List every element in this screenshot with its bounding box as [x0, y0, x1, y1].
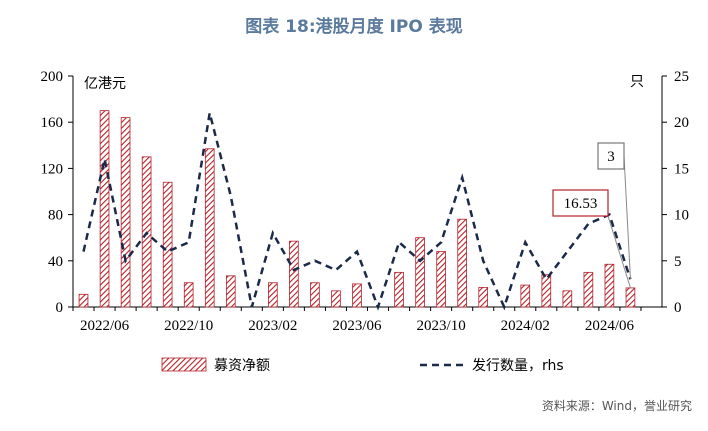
- bar: [457, 218, 467, 308]
- left-tick-label: 0: [56, 300, 64, 316]
- legend-bar-swatch: [161, 357, 207, 372]
- left-axis-unit: 亿港元: [84, 76, 126, 92]
- bar: [289, 240, 299, 308]
- chart-title: 图表 18:港股月度 IPO 表现: [245, 16, 462, 37]
- bar: [352, 283, 362, 308]
- x-tick-label: 2023/10: [417, 318, 466, 334]
- bar: [225, 275, 236, 308]
- x-tick-label: 2024/06: [585, 318, 635, 334]
- annotation-leader: [623, 155, 631, 280]
- left-tick-label: 80: [48, 208, 63, 224]
- left-tick-label: 200: [41, 69, 64, 85]
- legend-bar-label: 募资净额: [214, 358, 270, 374]
- line-series: [82, 112, 632, 311]
- right-tick-label: 25: [674, 69, 689, 85]
- annotations: 316.53: [552, 142, 631, 289]
- bar: [78, 293, 89, 308]
- legend: 募资净额 发行数量，rhs: [161, 357, 564, 374]
- bar-series: [78, 110, 636, 308]
- annotation-count-text: 3: [607, 149, 615, 165]
- bar: [204, 148, 215, 308]
- x-tick-label: 2023/02: [248, 318, 297, 334]
- x-tick-label: 2024/02: [501, 318, 550, 334]
- right-tick-label: 5: [674, 254, 682, 270]
- count-line: [82, 112, 632, 311]
- bar: [120, 117, 131, 308]
- bar: [604, 263, 615, 308]
- legend-line-label: 发行数量，rhs: [472, 358, 564, 374]
- bar: [562, 290, 573, 308]
- bar: [583, 271, 594, 308]
- bar: [310, 282, 320, 308]
- bar: [436, 251, 446, 308]
- source-note: 资料来源：Wind，誉业研究: [542, 398, 692, 413]
- bar: [99, 110, 110, 308]
- bar: [268, 282, 278, 308]
- bar: [183, 282, 194, 308]
- left-tick-label: 160: [41, 115, 64, 131]
- x-tick-label: 2022/06: [80, 318, 130, 334]
- left-tick-label: 120: [41, 161, 64, 177]
- right-axis-unit: 只: [630, 74, 644, 90]
- bar: [520, 284, 531, 308]
- bar: [625, 287, 636, 308]
- bar: [415, 237, 425, 308]
- annotation-box-amount: [552, 189, 609, 217]
- x-tick-label: 2022/10: [164, 318, 213, 334]
- annotation-box-count: [597, 142, 625, 170]
- right-tick-label: 10: [674, 208, 689, 224]
- bar: [478, 286, 489, 308]
- bar: [541, 274, 552, 308]
- right-tick-label: 0: [674, 300, 682, 316]
- x-tick-label: 2023/06: [332, 318, 382, 334]
- annotation-leader: [607, 215, 631, 289]
- annotation-amount-text: 16.53: [564, 196, 598, 212]
- right-tick-label: 20: [674, 115, 689, 131]
- bar: [162, 181, 173, 308]
- right-tick-label: 15: [674, 161, 689, 177]
- left-tick-label: 40: [48, 254, 63, 270]
- bar: [394, 271, 404, 308]
- axes: 0 40 80 120 160 200 0 5 10 15 20 25 2022/06 2022/10 20…: [41, 69, 690, 334]
- bar: [331, 290, 341, 308]
